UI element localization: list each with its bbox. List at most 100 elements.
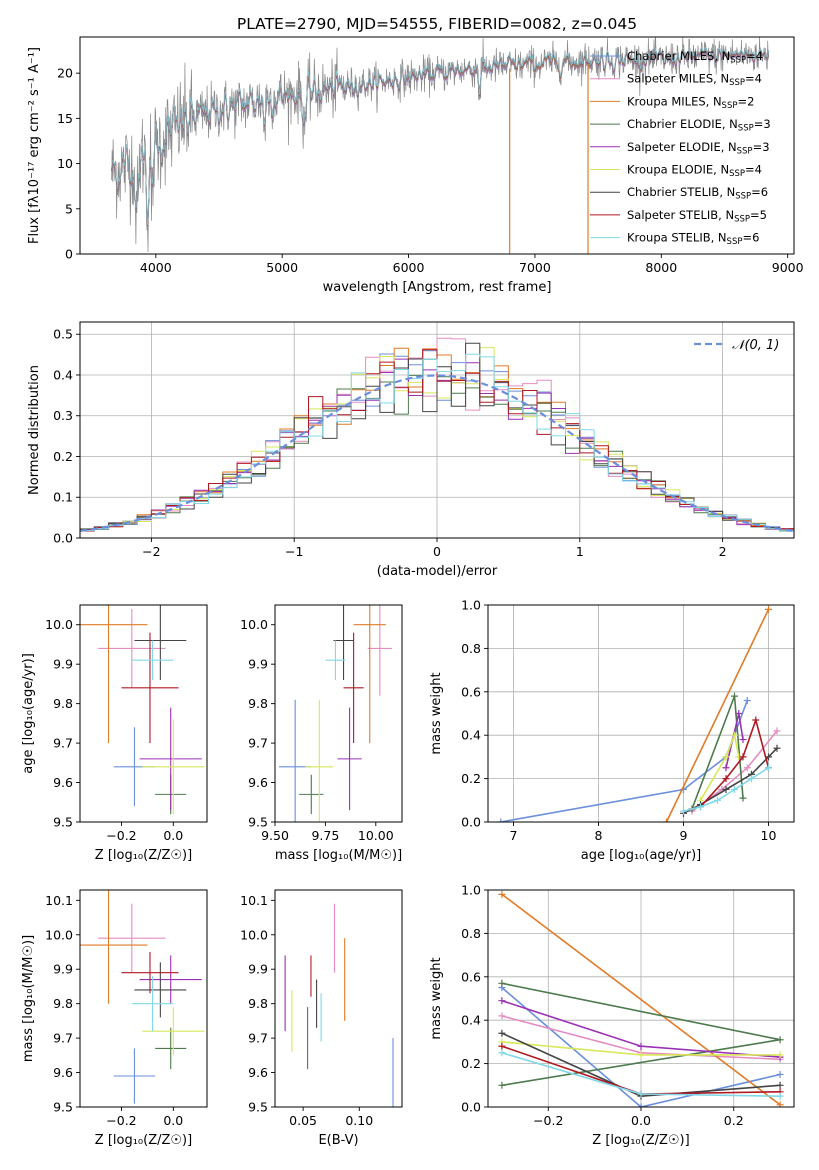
y-tick-label: 10.1	[45, 893, 73, 908]
x-tick-label: −0.2	[106, 828, 136, 843]
x-tick-label: 0.2	[724, 1113, 744, 1128]
weight-marker-salpeter-elodie	[739, 736, 747, 744]
errorbar-point-kroupa-miles	[80, 890, 148, 1004]
errorbar-point-chabrier-miles	[113, 1048, 156, 1104]
weight-marker-kroupa-stelib	[680, 807, 687, 815]
plot-area	[279, 605, 392, 822]
weight-marker-salpeter-elodie	[735, 710, 743, 717]
weight-marker-chabrier-stelib	[776, 1081, 784, 1089]
errorbar-point-kroupa-stelib	[131, 976, 174, 1032]
weight-marker-chabrier-stelib	[498, 1029, 506, 1037]
errorbar-point-chabrier-elodie	[155, 1027, 187, 1070]
y-tick-label: 0.2	[461, 1056, 481, 1071]
x-axis-label: wavelength [Angstrom, rest frame]	[323, 280, 552, 295]
spectrum-legend: Chabrier MILES, NSSP=4 Salpeter MILES, NS…	[590, 49, 771, 247]
y-axis-label: Normed distribution	[27, 365, 42, 495]
x-tick-label: 8	[595, 828, 603, 843]
legend-label-kroupa-miles: Kroupa MILES, NSSP=2	[627, 94, 754, 111]
legend-label-salpeter-stelib: Salpeter STELIB, NSSP=5	[627, 208, 767, 225]
x-tick-label: 0.0	[163, 1113, 183, 1128]
weight-marker-chabrier-stelib	[722, 785, 730, 793]
x-axis-label: Z [log₁₀(Z/Z☉)]	[95, 1133, 192, 1148]
plot-area	[80, 890, 205, 1104]
legend-label-kroupa-elodie: Kroupa ELODIE, NSSP=4	[627, 163, 762, 180]
errorbar-point-salpeter-stelib	[121, 632, 179, 744]
legend-label-normal: 𝒩(0, 1)	[732, 338, 779, 353]
weight-marker-kroupa-stelib	[637, 1090, 645, 1098]
weight-marker-kroupa-stelib	[776, 1092, 784, 1100]
plot-area	[488, 890, 794, 1107]
x-tick-label: 0.10	[345, 1113, 373, 1128]
weight-marker-kroupa-stelib	[731, 785, 738, 793]
y-tick-label: 10.0	[45, 617, 73, 632]
y-tick-label: 9.8	[53, 696, 73, 711]
y-axis-label: age [log₁₀(age/yr)]	[21, 653, 36, 774]
errorbar-point-kroupa-elodie	[305, 699, 334, 822]
errorbar-point-salpeter-elodie	[337, 707, 362, 811]
plot-area	[488, 605, 794, 822]
errorbar-point-salpeter-stelib	[343, 632, 364, 744]
y-tick-label: 0	[65, 247, 73, 262]
y-tick-label: 0.4	[461, 728, 481, 743]
y-tick-label: 9.8	[53, 996, 73, 1011]
x-tick-label: 0	[433, 544, 441, 559]
y-tick-label: 10.1	[240, 893, 268, 908]
weight-line-kroupa-stelib	[683, 767, 769, 812]
weight-marker-salpeter-stelib	[752, 716, 760, 724]
y-axis-label: Flux [fλ10⁻¹⁷ erg cm⁻² s⁻¹ A⁻¹]	[27, 47, 42, 244]
weight-marker-chabrier-elodie	[739, 794, 747, 802]
x-tick-label: −0.2	[533, 1113, 563, 1128]
y-tick-label: 9.5	[53, 815, 73, 830]
errorbar-point-kroupa-stelib	[131, 640, 174, 680]
y-tick-label: 0.0	[461, 1100, 481, 1115]
weight-marker-kroupa-miles	[498, 890, 506, 898]
errorbar-point-chabrier-stelib	[333, 605, 354, 680]
weight-line-kroupa-elodie	[699, 732, 740, 801]
weight-marker-chabrier-elodie	[498, 1081, 506, 1089]
y-tick-label: 0.2	[53, 449, 73, 464]
x-axis-label: Z [log₁₀(Z/Z☉)]	[592, 1133, 689, 1148]
x-axis-label: age [log₁₀(age/yr)]	[581, 848, 702, 863]
axes-frame	[79, 604, 208, 823]
y-tick-label: 9.9	[53, 962, 73, 977]
z-age-panel: −0.2 0.0 9.5 9.6 9.7 9.8 9.9 10.0 Z [log₁₀(Z/Z☉)…	[21, 604, 208, 863]
y-tick-label: 10.0	[240, 617, 268, 632]
weight-marker-chabrier-miles	[743, 696, 751, 704]
spectrum-panel: 4000 5000 6000 7000 8000 9000 0 5 10 15 20 waveleng…	[27, 36, 804, 295]
y-tick-label: 9.9	[53, 657, 73, 672]
y-tick-label: 0.0	[53, 531, 73, 546]
y-tick-label: 9.7	[248, 1031, 268, 1046]
y-tick-label: 9.5	[248, 815, 268, 830]
weight-marker-chabrier-miles	[637, 1103, 645, 1107]
errorbar-point-kroupa-elodie	[142, 719, 205, 815]
y-tick-label: 9.6	[248, 775, 268, 790]
weight-marker-salpeter-miles	[498, 1012, 506, 1020]
weight-marker-kroupa-elodie	[722, 753, 730, 761]
weight-marker-chabrier-miles	[497, 818, 505, 822]
y-tick-label: 10.0	[240, 927, 268, 942]
weight-marker-chabrier-elodie	[776, 1036, 784, 1044]
y-tick-label: 0.8	[461, 926, 481, 941]
y-tick-label: 9.5	[248, 1100, 268, 1115]
x-tick-label: 10.00	[358, 828, 394, 843]
x-tick-label: 6000	[393, 260, 425, 275]
axes-frame	[274, 604, 403, 823]
errorbar-point-salpeter-elodie	[139, 707, 202, 811]
errorbar-point-salpeter-miles	[367, 605, 392, 696]
weight-marker-kroupa-stelib	[498, 1049, 506, 1057]
y-tick-label: 0.6	[461, 684, 481, 699]
errorbar-point-chabrier-stelib	[134, 962, 187, 1018]
errorbar-point-salpeter-elodie	[139, 955, 202, 1004]
weight-marker-chabrier-miles	[776, 1070, 784, 1078]
x-tick-label: 4000	[140, 260, 172, 275]
figure-title: PLATE=2790, MJD=54555, FIBERID=0082, z=0…	[237, 15, 637, 33]
x-tick-label: 0.05	[289, 1113, 317, 1128]
y-tick-label: 9.6	[53, 1065, 73, 1080]
weight-marker-salpeter-stelib	[739, 753, 747, 761]
age-weight-panel: 7 8 9 10 0.0 0.2 0.4 0.6 0.8 1.0 age [log₁₀(age/yr…	[429, 598, 795, 863]
weight-marker-chabrier-elodie	[731, 692, 738, 700]
weight-line-kroupa-miles	[501, 893, 781, 1106]
errorbar-point-kroupa-miles	[353, 605, 386, 744]
y-tick-label: 20	[57, 66, 73, 81]
x-axis-label: E(B-V)	[318, 1133, 358, 1148]
